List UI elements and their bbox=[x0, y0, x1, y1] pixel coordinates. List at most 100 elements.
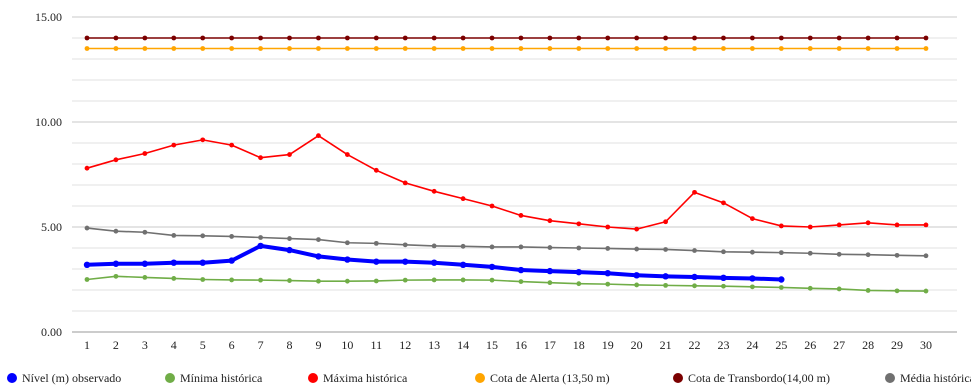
data-point bbox=[142, 275, 148, 280]
data-point bbox=[547, 245, 553, 250]
data-point bbox=[749, 216, 755, 222]
data-point bbox=[344, 240, 350, 246]
data-point bbox=[634, 35, 640, 41]
data-point bbox=[459, 261, 467, 268]
data-point bbox=[113, 273, 119, 279]
data-point bbox=[576, 245, 582, 251]
data-point bbox=[316, 46, 321, 51]
data-point bbox=[836, 222, 842, 228]
data-point bbox=[373, 278, 379, 284]
data-point bbox=[692, 189, 697, 195]
data-point bbox=[923, 288, 929, 294]
legend-entry: Máxima histórica bbox=[308, 371, 408, 385]
data-point bbox=[662, 273, 669, 280]
series-line bbox=[86, 134, 926, 230]
data-point bbox=[113, 46, 119, 51]
data-point bbox=[518, 46, 524, 51]
legend-entry: Cota de Alerta (13,50 m) bbox=[475, 371, 610, 385]
data-point bbox=[836, 251, 842, 257]
data-point bbox=[229, 35, 235, 41]
data-point bbox=[517, 266, 525, 274]
data-point bbox=[142, 229, 148, 235]
legend-entry: Cota de Transbordo(14,00 m) bbox=[673, 371, 830, 385]
x-tick-label: 30 bbox=[920, 338, 932, 352]
x-tick-label: 29 bbox=[891, 338, 903, 352]
x-tick-label: 26 bbox=[804, 338, 816, 352]
legend-label: Nível (m) observado bbox=[22, 371, 121, 385]
y-tick-label: 10.00 bbox=[35, 115, 62, 129]
data-point bbox=[807, 224, 813, 230]
data-point bbox=[836, 46, 842, 51]
data-point bbox=[171, 142, 177, 148]
x-tick-label: 11 bbox=[371, 338, 383, 352]
data-point bbox=[489, 203, 495, 209]
data-point bbox=[258, 235, 263, 240]
data-point bbox=[142, 151, 148, 156]
data-point bbox=[460, 243, 466, 249]
data-point bbox=[547, 46, 553, 51]
data-point bbox=[865, 35, 871, 41]
y-axis-ticks: 0.00 5.00 10.00 15.00 bbox=[35, 10, 62, 339]
series-5 bbox=[84, 225, 929, 259]
data-point bbox=[721, 249, 726, 255]
data-point bbox=[402, 180, 408, 186]
data-point bbox=[84, 46, 90, 51]
x-tick-label: 4 bbox=[171, 338, 177, 352]
data-point bbox=[721, 200, 726, 206]
data-point bbox=[721, 283, 726, 289]
x-tick-label: 13 bbox=[428, 338, 440, 352]
data-point bbox=[778, 223, 784, 229]
series-line bbox=[86, 275, 926, 292]
data-point bbox=[489, 46, 495, 51]
legend-marker bbox=[308, 373, 318, 383]
data-point bbox=[894, 46, 900, 51]
series-4 bbox=[84, 35, 929, 41]
x-tick-label: 7 bbox=[258, 338, 264, 352]
legend-label: Cota de Transbordo(14,00 m) bbox=[688, 371, 830, 385]
data-point bbox=[258, 277, 263, 283]
legend-marker bbox=[885, 373, 895, 383]
data-point bbox=[633, 272, 640, 279]
data-point bbox=[865, 252, 871, 258]
data-point bbox=[720, 274, 727, 282]
data-point bbox=[316, 237, 321, 243]
data-point bbox=[113, 157, 119, 163]
data-point bbox=[373, 240, 379, 246]
x-tick-label: 22 bbox=[689, 338, 701, 352]
data-point bbox=[778, 276, 785, 283]
legend-label: Máxima histórica bbox=[323, 371, 408, 385]
data-point bbox=[229, 142, 235, 148]
data-point bbox=[287, 236, 292, 241]
data-point bbox=[604, 270, 611, 277]
series-2 bbox=[84, 133, 929, 232]
data-point bbox=[258, 46, 263, 51]
data-point bbox=[749, 275, 756, 282]
data-point bbox=[258, 155, 263, 161]
x-tick-label: 27 bbox=[833, 338, 845, 352]
data-point bbox=[113, 228, 119, 234]
data-point bbox=[778, 250, 784, 256]
data-point bbox=[257, 242, 264, 250]
data-point bbox=[287, 278, 292, 283]
data-point bbox=[488, 263, 496, 271]
data-point bbox=[373, 35, 379, 41]
legend-marker bbox=[475, 373, 485, 383]
data-point bbox=[547, 35, 553, 41]
data-point bbox=[431, 277, 437, 283]
legend-entry: Média histórica bbox=[885, 371, 971, 385]
data-point bbox=[171, 276, 177, 281]
x-axis-ticks: 1 2 3 4 5 6 7 8 9 10 11 12 13 14 15 16 17 18 19 20 21 22 23 24 2… bbox=[84, 338, 932, 352]
data-point bbox=[402, 258, 409, 265]
data-point bbox=[749, 35, 755, 41]
data-point bbox=[663, 282, 668, 288]
data-point bbox=[460, 277, 466, 283]
data-point bbox=[286, 246, 293, 254]
data-point bbox=[84, 225, 90, 231]
data-point bbox=[547, 280, 553, 286]
data-point bbox=[923, 46, 929, 51]
data-point bbox=[576, 35, 582, 41]
data-point bbox=[663, 247, 668, 252]
legend-entry: Nível (m) observado bbox=[7, 371, 121, 385]
legend-label: Média histórica bbox=[900, 371, 971, 385]
data-point bbox=[807, 285, 813, 291]
